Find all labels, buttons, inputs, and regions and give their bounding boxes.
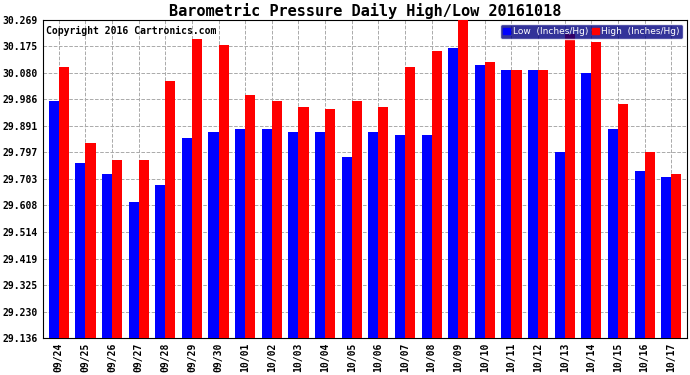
Bar (475, 64, 485, 338)
Bar (128, 202, 139, 338)
Bar (458, 17, 469, 338)
Bar (608, 129, 618, 338)
Bar (555, 152, 564, 338)
Bar (395, 135, 405, 338)
Bar (591, 42, 602, 338)
Bar (422, 135, 432, 338)
Bar (581, 73, 591, 338)
Bar (511, 70, 522, 338)
Bar (75, 163, 86, 338)
Bar (448, 48, 458, 338)
Bar (272, 101, 282, 338)
Bar (86, 143, 96, 338)
Bar (192, 39, 202, 338)
Bar (661, 177, 671, 338)
Text: Copyright 2016 Cartronics.com: Copyright 2016 Cartronics.com (46, 26, 217, 36)
Bar (564, 34, 575, 338)
Bar (235, 129, 245, 338)
Bar (155, 185, 166, 338)
Bar (528, 70, 538, 338)
Bar (352, 101, 362, 338)
Bar (378, 106, 388, 338)
Bar (368, 132, 378, 338)
Bar (432, 51, 442, 338)
Bar (342, 157, 352, 338)
Bar (299, 106, 308, 338)
Bar (59, 68, 69, 338)
Title: Barometric Pressure Daily High/Low 20161018: Barometric Pressure Daily High/Low 20161… (169, 3, 561, 19)
Bar (618, 104, 628, 338)
Bar (112, 160, 122, 338)
Bar (635, 171, 644, 338)
Bar (405, 68, 415, 338)
Bar (315, 132, 325, 338)
Bar (139, 160, 149, 338)
Legend: Low  (Inches/Hg), High  (Inches/Hg): Low (Inches/Hg), High (Inches/Hg) (500, 24, 682, 39)
Bar (262, 129, 272, 338)
Bar (182, 138, 192, 338)
Bar (538, 70, 549, 338)
Bar (485, 62, 495, 338)
Bar (102, 174, 112, 338)
Bar (166, 81, 175, 338)
Bar (325, 110, 335, 338)
Bar (208, 132, 219, 338)
Bar (644, 152, 655, 338)
Bar (49, 101, 59, 338)
Bar (245, 96, 255, 338)
Bar (219, 45, 228, 338)
Bar (502, 70, 511, 338)
Bar (671, 174, 681, 338)
Bar (288, 132, 299, 338)
